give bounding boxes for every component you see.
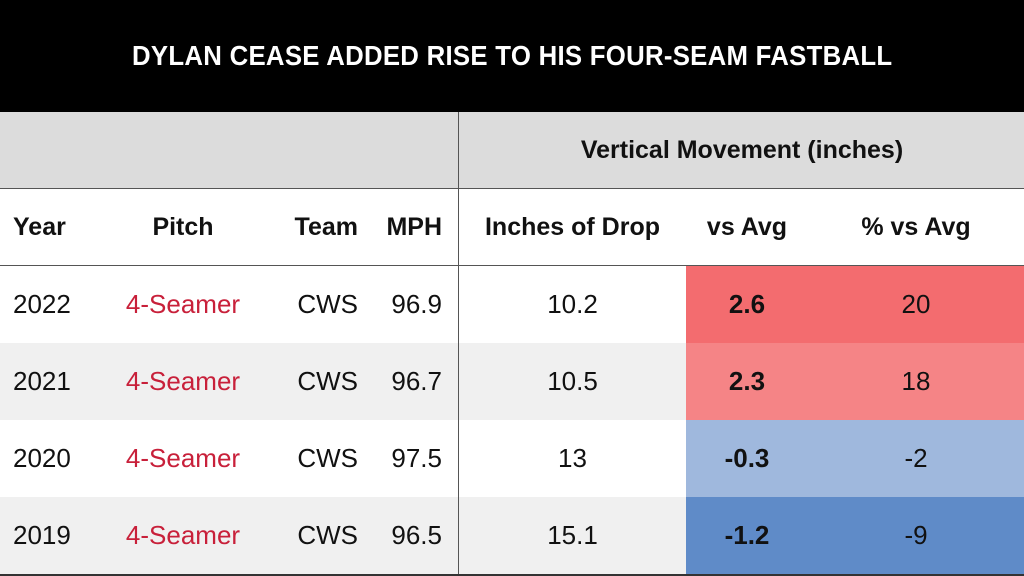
cell-inches-of-drop: 15.1	[458, 497, 686, 574]
header-vs-avg: vs Avg	[706, 212, 788, 241]
header-year: Year	[13, 212, 66, 241]
header-pitch: Pitch	[152, 212, 214, 241]
cell-inches-of-drop: 13	[458, 420, 686, 497]
cell-year: 2022	[13, 289, 71, 319]
cell-pitch: 4-Seamer	[125, 443, 241, 473]
cell-year: 2021	[13, 366, 71, 396]
title-bar: DYLAN CEASE ADDED RISE TO HIS FOUR-SEAM …	[0, 0, 1024, 112]
heat-shade	[686, 420, 1024, 497]
header-mph: MPH	[386, 212, 442, 241]
cell-pct-vs-avg: -9	[904, 520, 928, 550]
cell-inches-of-drop: 10.5	[458, 343, 686, 420]
cell-mph: 96.7	[391, 366, 442, 396]
header-inches-of-drop: Inches of Drop	[458, 189, 686, 265]
group-header-vertical-movement: Vertical Movement (inches)	[458, 112, 1024, 188]
cell-pct-vs-avg: -2	[904, 443, 928, 473]
table-row: 2019 4-Seamer CWS 96.5 15.1 -1.2 -9	[0, 497, 1024, 574]
cell-year: 2020	[13, 443, 71, 473]
cell-vs-avg: -0.3	[724, 443, 770, 473]
cell-mph: 96.5	[391, 520, 442, 550]
cell-pitch: 4-Seamer	[125, 366, 241, 396]
cell-pct-vs-avg: 20	[901, 289, 931, 319]
cell-team: CWS	[297, 289, 358, 319]
cell-mph: 96.9	[391, 289, 442, 319]
cell-vs-avg: 2.6	[728, 289, 766, 319]
header-pct-vs-avg: % vs Avg	[861, 212, 971, 241]
cell-team: CWS	[297, 366, 358, 396]
table-row: 2021 4-Seamer CWS 96.7 10.5 2.3 18	[0, 343, 1024, 420]
table-row: 2020 4-Seamer CWS 97.5 13 -0.3 -2	[0, 420, 1024, 497]
cell-team: CWS	[297, 443, 358, 473]
cell-vs-avg: 2.3	[728, 366, 766, 396]
heat-shade	[686, 497, 1024, 574]
heat-shade	[686, 343, 1024, 420]
table-bottom-rule	[0, 574, 1024, 576]
chart-title: DYLAN CEASE ADDED RISE TO HIS FOUR-SEAM …	[131, 40, 893, 71]
cell-inches-of-drop: 10.2	[458, 266, 686, 343]
cell-team: CWS	[297, 520, 358, 550]
column-group-row: Vertical Movement (inches)	[0, 112, 1024, 189]
table-row: 2022 4-Seamer CWS 96.9 10.2 2.6 20	[0, 266, 1024, 343]
header-team: Team	[294, 212, 358, 241]
heat-shade	[686, 266, 1024, 343]
cell-pitch: 4-Seamer	[125, 289, 241, 319]
cell-year: 2019	[13, 520, 71, 550]
column-header-row: Year Pitch Team MPH Inches of Drop vs Av…	[0, 189, 1024, 266]
cell-vs-avg: -1.2	[724, 520, 770, 550]
group-header-blank	[0, 112, 458, 188]
cell-pitch: 4-Seamer	[125, 520, 241, 550]
cell-mph: 97.5	[391, 443, 442, 473]
cell-pct-vs-avg: 18	[901, 366, 931, 396]
